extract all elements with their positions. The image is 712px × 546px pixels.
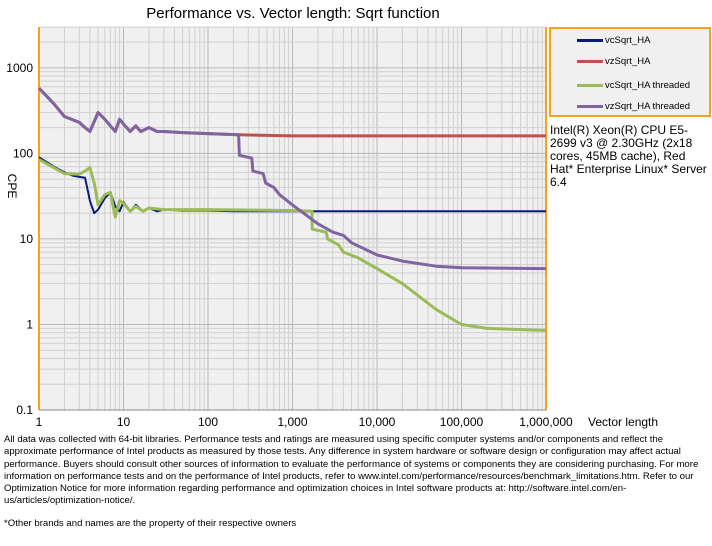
series-line-vzsqrt_ha-threaded [37,87,547,271]
y-tick-label: 0.1 [16,403,33,417]
legend-swatch [577,105,603,108]
x-tick-label: 1,000 [277,415,307,429]
y-tick-label: 10 [20,232,34,246]
legend-swatch [577,60,603,63]
y-tick-label: 1 [26,317,33,331]
x-tick-label: 100,000 [440,415,484,429]
legend-item: vcSqrt_HA threaded [577,80,690,91]
legend-item: vzSqrt_HA threaded [577,101,690,112]
legend-label: vcSqrt_HA threaded [605,80,691,91]
system-annotation: Intel(R) Xeon(R) CPU E5-2699 v3 @ 2.30GH… [550,123,707,189]
y-axis-label: CPE [5,174,19,199]
legend-swatch [577,84,603,87]
legend-item: vcSqrt_HA [577,35,650,46]
y-tick-label: 100 [13,146,33,160]
footnote: *Other brands and names are the property… [4,518,297,529]
x-tick-label: 1 [36,415,43,429]
x-axis-label: Vector length [588,415,658,429]
series-line-vcsqrt_ha-threaded [38,158,547,332]
x-tick-label: 100 [198,415,218,429]
legend-item: vzSqrt_HA [577,56,650,67]
legend: vcSqrt_HA vzSqrt_HA vcSqrt_HA threaded v… [549,27,711,117]
legend-swatch [577,39,603,42]
x-tick-label: 10,000 [359,415,396,429]
x-tick-label: 1,000,000 [519,415,573,429]
legend-label: vcSqrt_HA [605,35,651,46]
x-tick-label: 10 [117,415,131,429]
y-tick-label: 1000 [6,61,33,75]
chart-plot: 1 10 100 1,000 10,000 100,000 1,000,0000.11101… [5,26,658,429]
disclaimer: All data was collected with 64-bit libra… [4,434,699,507]
legend-label: vzSqrt_HA [605,56,651,67]
chart-title: Performance vs. Vector length: Sqrt func… [146,5,440,22]
legend-label: vzSqrt_HA threaded [605,101,691,112]
